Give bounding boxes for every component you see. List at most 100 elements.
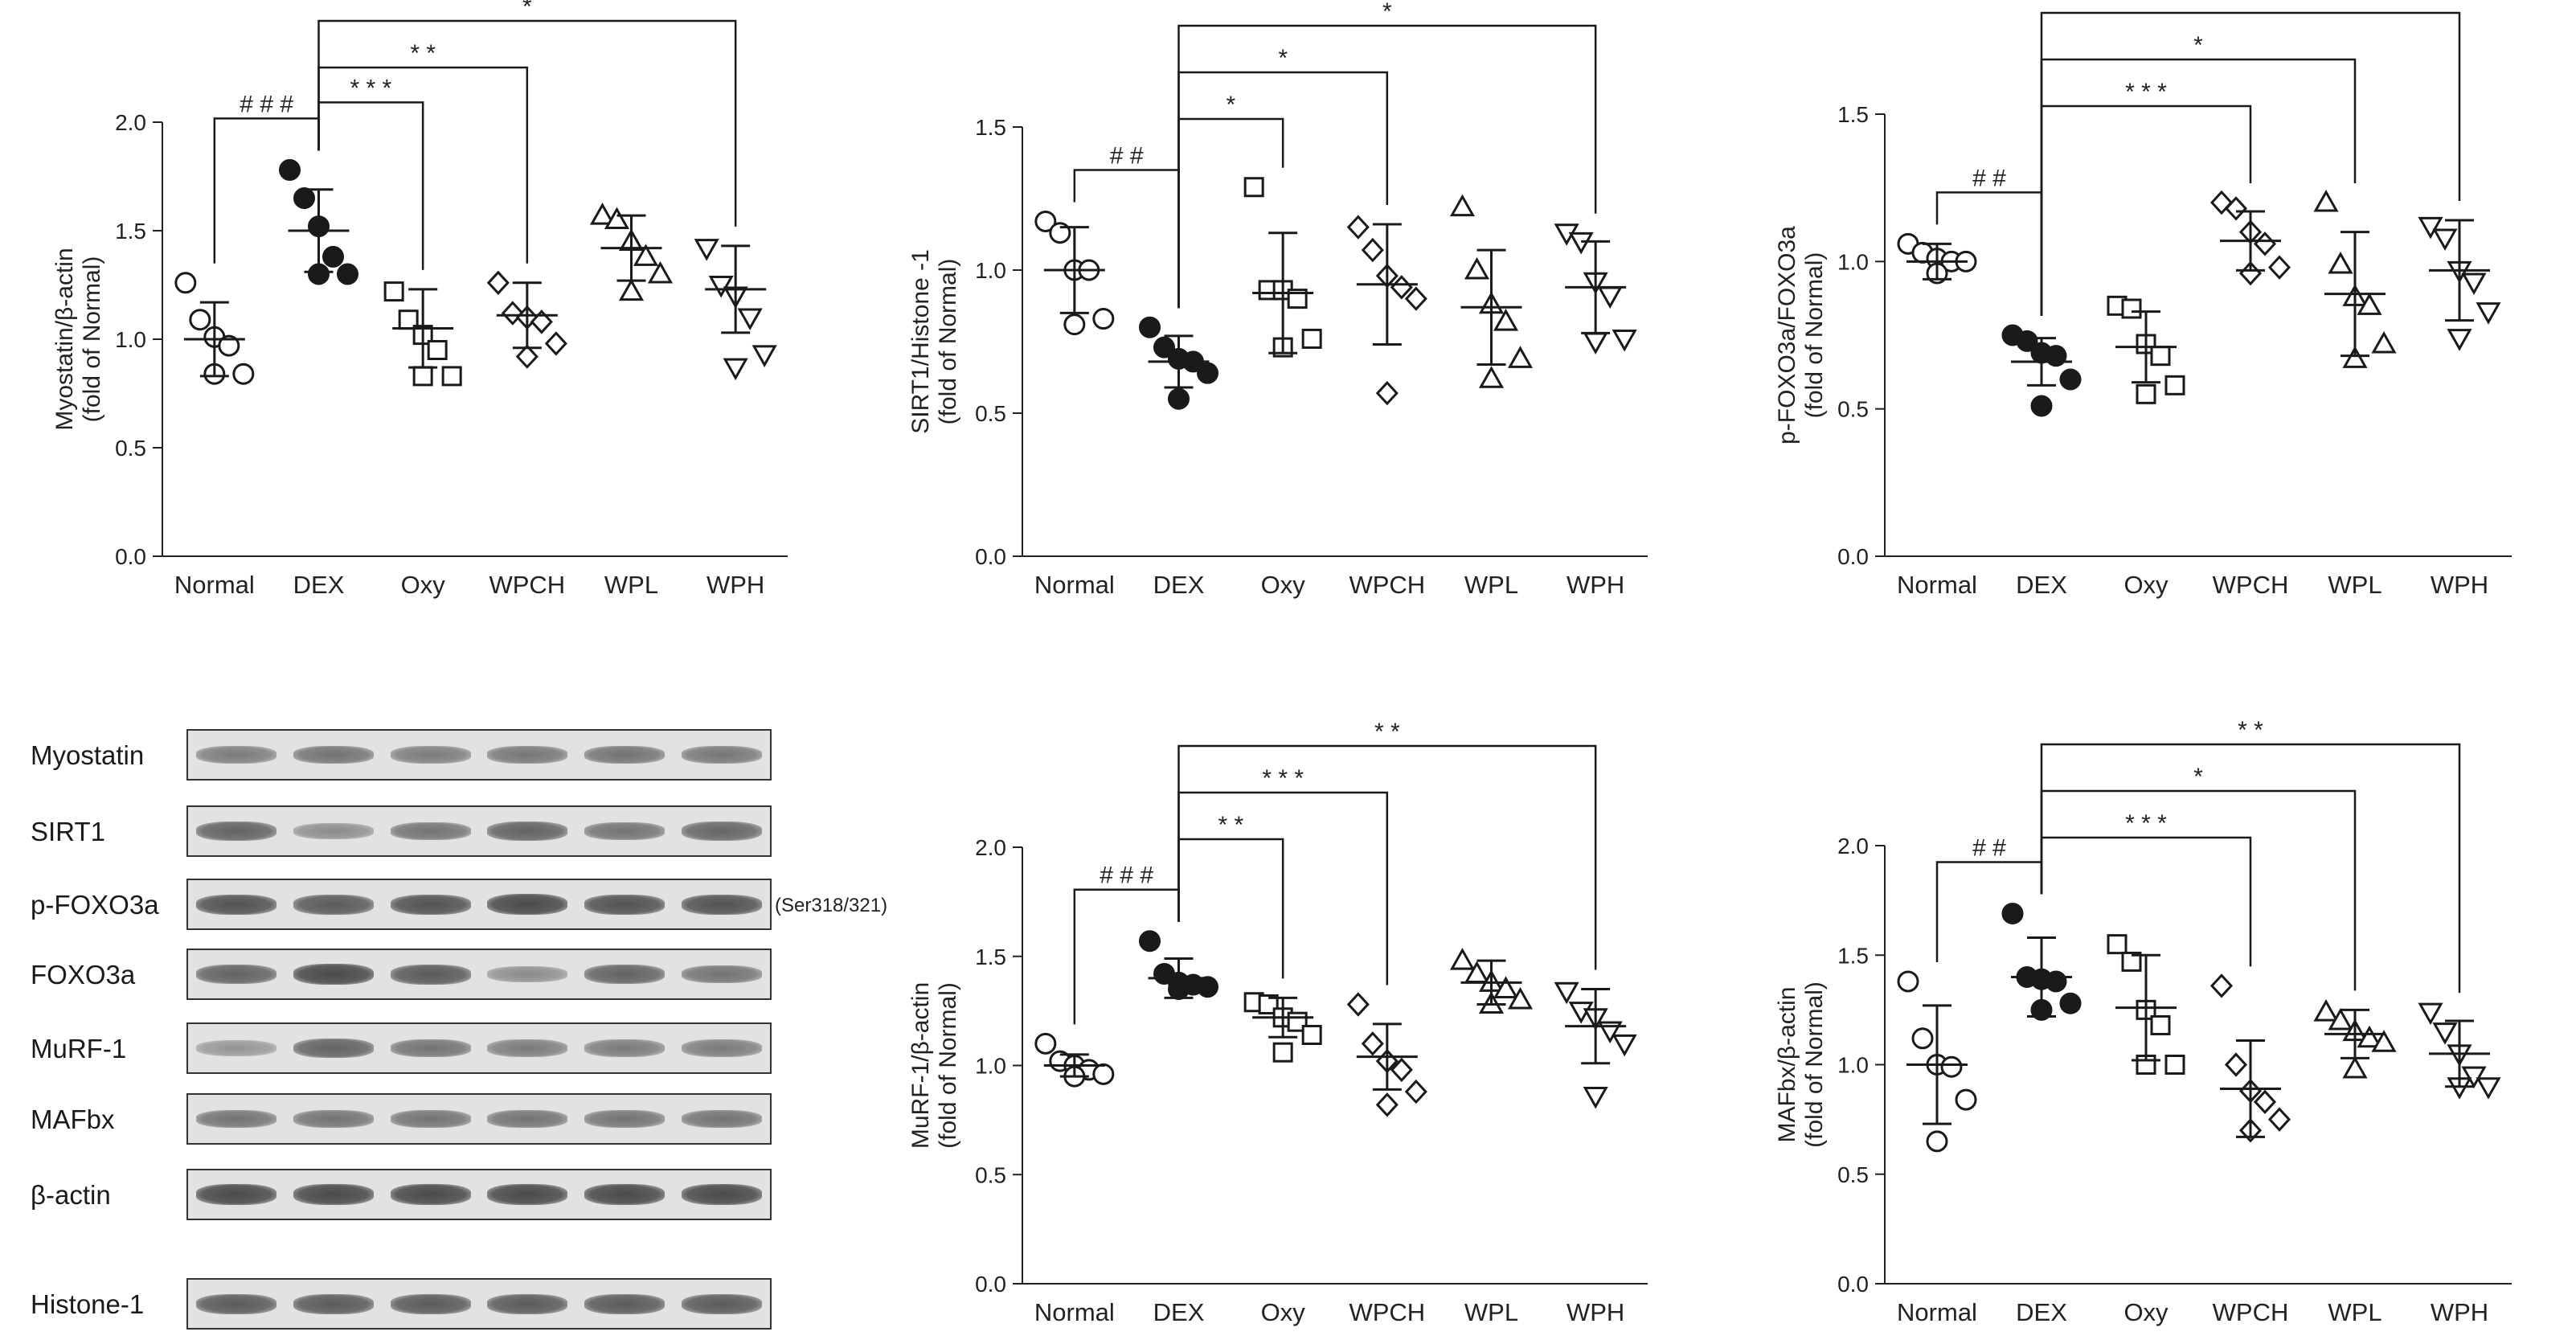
significance-label: * * * xyxy=(350,75,391,101)
data-point-square-open xyxy=(2121,298,2142,319)
y-axis-label: (fold of Normal) xyxy=(1801,981,1828,1148)
data-point-square-open xyxy=(2107,934,2128,955)
y-tick-label: 1.5 xyxy=(1837,102,1869,127)
blot-band xyxy=(293,1293,374,1314)
data-point-diamond-open xyxy=(1390,1057,1413,1083)
blot-row-label: MuRF-1 xyxy=(31,1034,127,1063)
data-point-circle-filled xyxy=(293,187,315,209)
data-point-square-open xyxy=(2164,375,2185,395)
y-axis-label: p-FOXO3a/FOXO3a xyxy=(1774,226,1800,445)
data-point-triangle-open xyxy=(1507,987,1534,1010)
y-tick-label: 2.0 xyxy=(1837,834,1869,858)
data-point-circle-open xyxy=(232,363,255,385)
x-tick-label: Normal xyxy=(174,571,255,599)
blot-band xyxy=(196,965,277,984)
chart-panel-1: 0.0 0.5 1.0 1.5 2.0 Myostatin/β-actin (fold of… xyxy=(51,0,788,599)
blot-band xyxy=(293,1039,374,1058)
blot-strip xyxy=(186,1169,772,1220)
data-point-square-open xyxy=(2150,346,2171,367)
y-axis-label: (fold of Normal) xyxy=(935,259,961,425)
y-tick-label: 1.5 xyxy=(975,115,1006,140)
blot-band xyxy=(584,1184,665,1205)
data-point-triangle-open xyxy=(1493,976,1519,998)
blot-band xyxy=(293,1110,374,1128)
data-point-triangle-down-open xyxy=(694,239,719,261)
x-tick-label: WPCH xyxy=(2213,1298,2289,1326)
y-tick-label: 1.0 xyxy=(975,258,1006,283)
blot-row-label: FOXO3a xyxy=(31,960,136,990)
x-tick-label: WPH xyxy=(1566,571,1624,599)
data-point-triangle-open xyxy=(2371,1030,2397,1052)
data-point-diamond-open xyxy=(2253,1089,2277,1115)
blot-band xyxy=(390,1110,471,1128)
blot-band xyxy=(293,746,374,764)
data-point-circle-open xyxy=(1926,1130,1948,1153)
blot-band xyxy=(293,1184,374,1205)
data-point-circle-filled xyxy=(1139,316,1161,338)
blot-strip xyxy=(186,879,772,930)
data-point-circle-open xyxy=(1911,1027,1934,1050)
data-point-triangle-open xyxy=(2328,251,2353,274)
data-point-circle-filled xyxy=(2001,902,2024,924)
significance-label: # # xyxy=(1972,834,2006,861)
data-point-circle-open xyxy=(1955,1088,1977,1111)
x-tick-label: Normal xyxy=(1897,571,1977,599)
data-point-circle-open xyxy=(1897,970,1919,993)
data-point-diamond-open xyxy=(2224,1052,2248,1077)
y-tick-label: 0.5 xyxy=(1837,1162,1869,1187)
blot-band xyxy=(487,1039,568,1057)
data-point-triangle-down-open xyxy=(2432,228,2458,252)
blot-band xyxy=(487,1110,568,1128)
blot-band xyxy=(390,746,471,764)
y-axis-label: (fold of Normal) xyxy=(1801,252,1828,419)
x-tick-label: Normal xyxy=(1034,1298,1115,1326)
data-point-triangle-open xyxy=(1449,194,1476,217)
y-tick-label: 0.5 xyxy=(975,1162,1006,1187)
significance-label: * xyxy=(2193,32,2203,59)
significance-label: * * * xyxy=(2125,810,2167,837)
data-point-triangle-down-open xyxy=(1612,329,1637,352)
data-point-circle-filled xyxy=(1153,336,1175,359)
x-tick-label: Oxy xyxy=(401,571,446,599)
significance-bracket xyxy=(2040,743,2461,994)
data-point-diamond-open xyxy=(1375,1092,1399,1117)
y-tick-label: 0.5 xyxy=(115,436,146,461)
data-point-diamond-open xyxy=(2209,973,2234,998)
significance-label: * xyxy=(1226,92,1235,118)
data-point-circle-filled xyxy=(2030,395,2053,417)
blot-band xyxy=(487,746,568,764)
x-tick-label: Oxy xyxy=(2123,1298,2169,1326)
y-axis-label: SIRT1/Histone -1 xyxy=(907,249,934,434)
y-tick-label: 0.5 xyxy=(975,401,1006,426)
data-point-diamond-open xyxy=(1361,237,1384,263)
y-tick-label: 0.0 xyxy=(115,544,146,569)
significance-label: * xyxy=(1382,0,1392,25)
significance-label: # # # xyxy=(1100,863,1153,889)
blot-band xyxy=(196,1293,277,1314)
data-point-circle-filled xyxy=(1197,362,1218,384)
data-point-circle-open xyxy=(1092,1063,1115,1085)
blot-band xyxy=(681,746,762,764)
data-point-square-open xyxy=(2121,951,2142,972)
x-tick-label: WPCH xyxy=(1349,571,1425,599)
data-point-diamond-open xyxy=(1346,215,1370,240)
y-axis-label: Myostatin/β-actin xyxy=(51,248,78,430)
data-point-diamond-open xyxy=(544,331,567,356)
blot-band xyxy=(196,1184,277,1205)
blot-band xyxy=(390,1039,471,1057)
data-point-circle-open xyxy=(1063,313,1086,336)
x-tick-label: DEX xyxy=(1153,571,1205,599)
significance-label: * xyxy=(1278,45,1288,72)
x-tick-label: WPCH xyxy=(1349,1298,1425,1326)
x-tick-label: Oxy xyxy=(1261,1298,1306,1326)
x-tick-label: Oxy xyxy=(2123,571,2169,599)
significance-bracket xyxy=(1073,888,1180,1025)
y-tick-label: 0.0 xyxy=(975,1272,1006,1297)
data-point-circle-open xyxy=(1092,308,1115,330)
y-tick-label: 0.0 xyxy=(1837,1272,1869,1297)
significance-bracket xyxy=(1177,24,1597,309)
data-point-triangle-down-open xyxy=(2476,1077,2501,1100)
data-point-circle-open xyxy=(1034,210,1057,232)
data-point-circle-open xyxy=(1940,1055,1963,1078)
